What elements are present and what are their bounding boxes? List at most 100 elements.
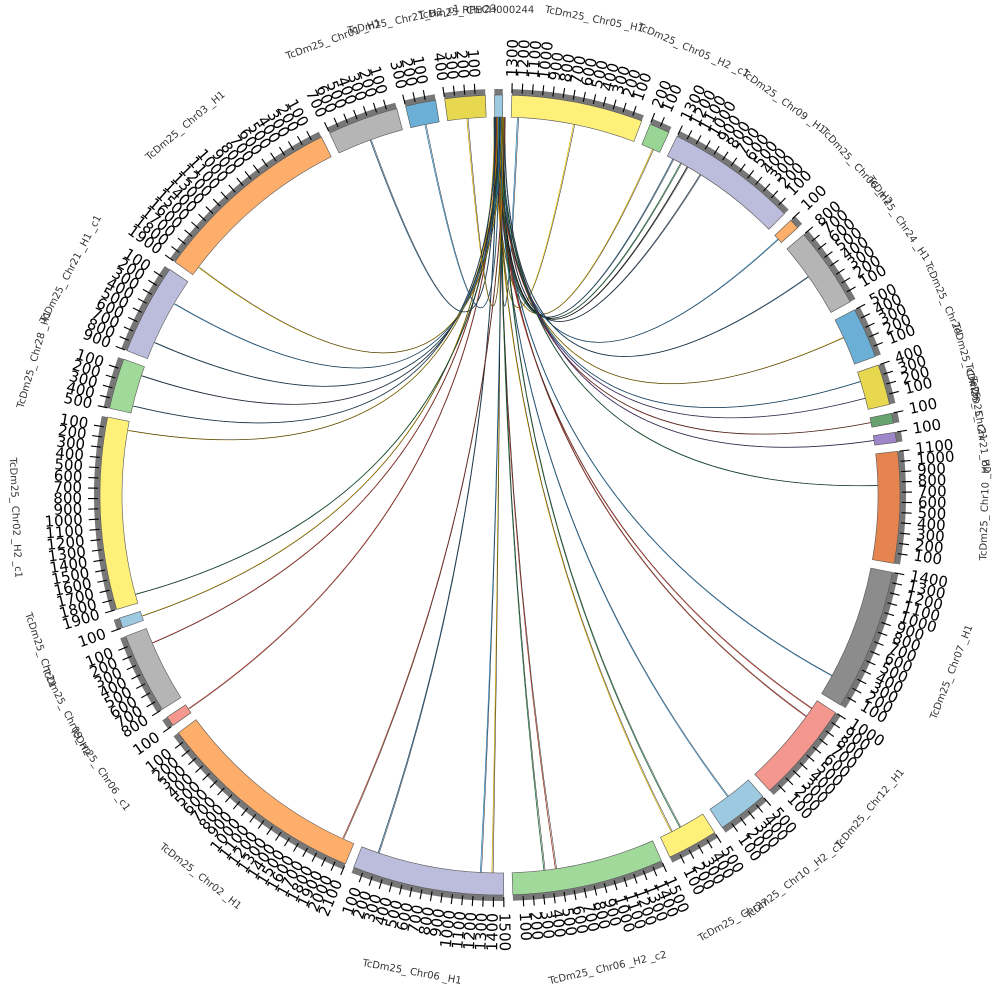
tick-label: 100 xyxy=(911,415,942,437)
tick-mark xyxy=(131,674,141,680)
sector-label: TcDm25_ Chr10 _H2 xyxy=(978,460,992,562)
tick-mark xyxy=(205,206,214,214)
tick-mark xyxy=(603,883,608,894)
sector-label: TcDm25_ Chr02 _H2 _c1 xyxy=(7,456,24,578)
tick-mark xyxy=(583,887,587,898)
tick-mark xyxy=(811,234,820,242)
sector-label: TcDm25_ Chr24 _H1 xyxy=(864,174,931,264)
sector-arc xyxy=(666,135,785,230)
tick-mark xyxy=(195,765,204,773)
tick-mark xyxy=(531,84,534,95)
tick-mark xyxy=(270,152,277,162)
tick-mark xyxy=(562,88,566,99)
tick-mark xyxy=(847,696,857,703)
tick-mark xyxy=(770,190,779,199)
tick-mark xyxy=(412,92,416,103)
tick-label: 600 xyxy=(393,901,417,933)
tick-mark xyxy=(846,286,856,293)
tick-mark xyxy=(897,553,908,556)
sector-arc xyxy=(834,309,876,365)
tick-mark xyxy=(228,184,236,193)
sector-arc xyxy=(641,123,670,153)
sector-arc xyxy=(872,450,901,564)
tick-mark xyxy=(89,455,100,458)
tick-mark xyxy=(249,814,257,823)
tick-mark xyxy=(111,627,121,633)
link-ribbon-edge xyxy=(128,117,499,441)
tick-label: 500 xyxy=(62,389,94,413)
tick-mark xyxy=(102,599,113,604)
tick-mark xyxy=(209,780,218,789)
tick-mark xyxy=(358,872,364,883)
tick-mark xyxy=(402,94,406,105)
tick-label: 400 xyxy=(430,51,452,82)
sector-arc xyxy=(660,813,716,858)
link-ribbon xyxy=(497,117,729,797)
tick-mark xyxy=(831,721,841,729)
tick-label: 200 xyxy=(452,49,472,79)
tick-mark xyxy=(613,880,618,891)
link-ribbon xyxy=(497,117,861,409)
sector-arc xyxy=(821,567,893,706)
tick-mark xyxy=(105,374,116,379)
sector-arc xyxy=(125,628,182,710)
tick-mark xyxy=(252,164,260,174)
tick-mark xyxy=(398,884,403,895)
tick-mark xyxy=(836,713,846,720)
tick-mark xyxy=(552,86,555,97)
tick-label: 1200 xyxy=(514,39,534,78)
link-ribbon-edge xyxy=(379,117,497,853)
sector-arc xyxy=(119,610,144,629)
tick-mark xyxy=(92,435,103,438)
tick-mark xyxy=(881,621,891,627)
tick-mark xyxy=(473,83,476,94)
tick-mark xyxy=(115,345,126,351)
tick-mark xyxy=(340,865,346,876)
tick-mark xyxy=(799,762,808,770)
tick-label: 300 xyxy=(441,50,462,80)
tick-mark xyxy=(463,84,466,95)
tick-mark xyxy=(866,660,876,666)
tick-label: 1400 xyxy=(483,913,502,951)
tick-mark xyxy=(362,106,368,116)
tick-mark xyxy=(93,559,104,563)
tick-label: 1300 xyxy=(47,543,87,566)
tick-mark xyxy=(353,109,358,120)
tick-mark xyxy=(333,117,339,128)
tick-mark xyxy=(623,877,628,888)
sector-tick-band xyxy=(895,431,903,443)
sector-tick-band xyxy=(840,572,899,709)
tick-label: 900 xyxy=(917,460,947,480)
tick-mark xyxy=(311,852,318,862)
sector-tick-band xyxy=(120,636,163,713)
sector-arc xyxy=(177,719,355,865)
tick-label: 800 xyxy=(415,905,438,936)
tick-mark xyxy=(688,849,695,859)
tick-label: 1300 xyxy=(471,912,491,951)
tick-mark xyxy=(874,641,884,646)
tick-label: 200 xyxy=(914,536,945,557)
sector-label: TcDm25_ Chr05 _H2 _c1 xyxy=(635,21,751,80)
sector-layer xyxy=(88,83,912,907)
sector-arc xyxy=(444,94,487,121)
tick-mark xyxy=(602,96,607,107)
tick-mark xyxy=(763,797,772,806)
ribbon-layer xyxy=(127,116,880,873)
tick-mark xyxy=(563,891,567,902)
tick-mark xyxy=(287,141,294,151)
tick-mark xyxy=(419,889,423,900)
sector-label: TcDm25_ Chr27 xyxy=(696,897,771,945)
sector-tick-band xyxy=(511,89,644,121)
sector-tick-band xyxy=(854,307,881,357)
tick-mark xyxy=(177,237,187,245)
tick-mark xyxy=(812,746,822,754)
tick-label: 100 xyxy=(907,394,939,417)
tick-mark xyxy=(100,394,111,399)
sector-arc xyxy=(774,219,799,243)
tick-label: 700 xyxy=(567,54,590,85)
sector-label: TcDm25_ Chr21 xyxy=(22,610,58,689)
link-ribbon xyxy=(342,117,506,839)
tick-mark xyxy=(755,176,763,186)
sector-label: TcDm25_ Chr23 xyxy=(417,3,497,21)
